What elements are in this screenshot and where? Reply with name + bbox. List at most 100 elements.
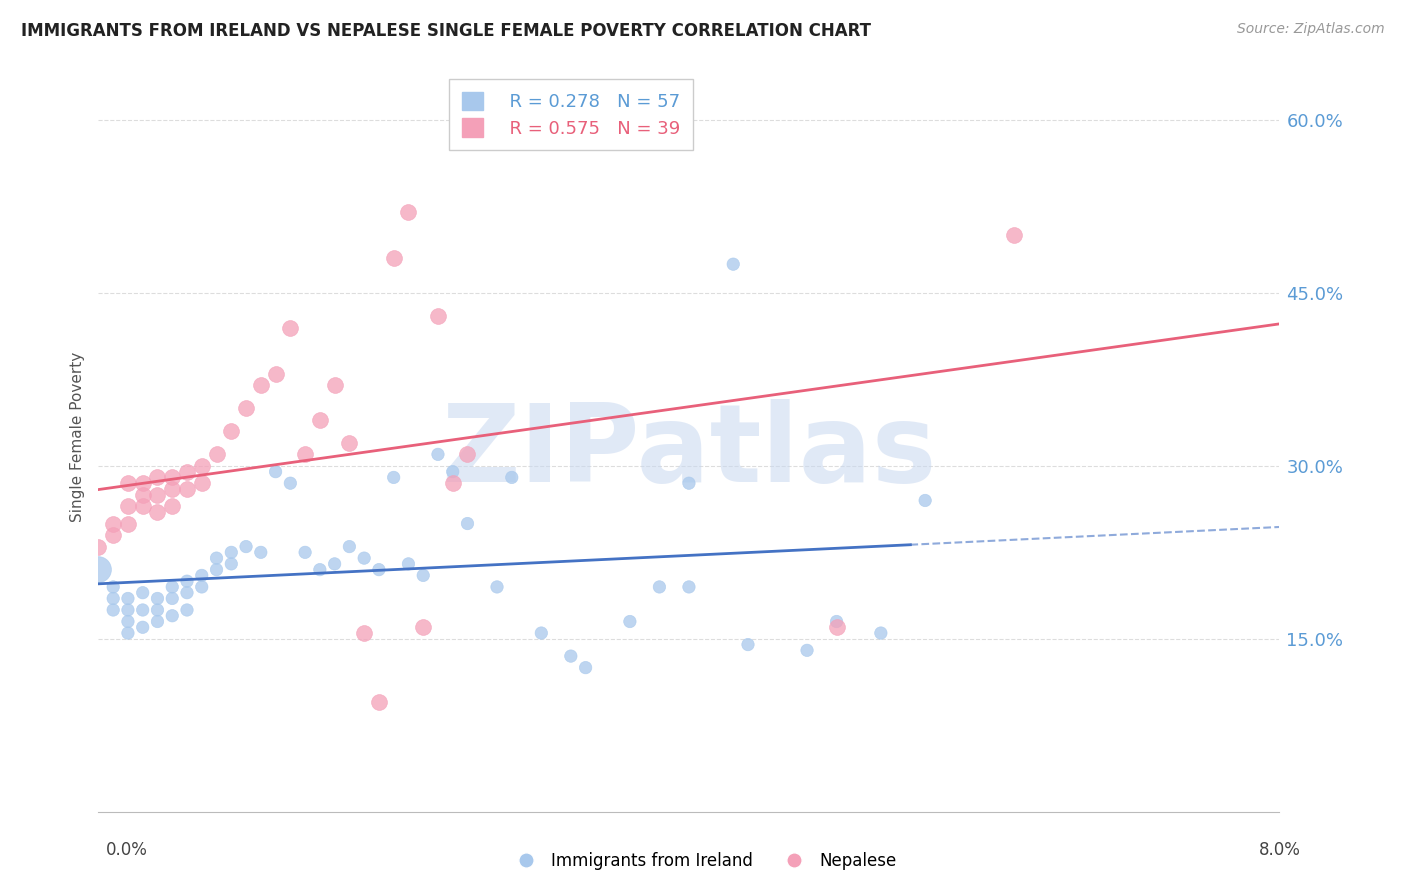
Point	[162, 591, 183, 606]
Point	[368, 563, 391, 577]
Point	[103, 591, 125, 606]
Point	[309, 563, 332, 577]
Point	[221, 545, 243, 559]
Point	[117, 476, 139, 491]
Text: IMMIGRANTS FROM IRELAND VS NEPALESE SINGLE FEMALE POVERTY CORRELATION CHART: IMMIGRANTS FROM IRELAND VS NEPALESE SING…	[21, 22, 872, 40]
Point	[162, 470, 183, 484]
Point	[530, 626, 553, 640]
Point	[221, 557, 243, 571]
Point	[323, 557, 346, 571]
Point	[146, 505, 169, 519]
Point	[412, 620, 434, 634]
Point	[205, 551, 228, 566]
Point	[132, 476, 155, 491]
Point	[103, 603, 125, 617]
Legend:   R = 0.278   N = 57,   R = 0.575   N = 39: R = 0.278 N = 57, R = 0.575 N = 39	[449, 79, 693, 150]
Point	[117, 500, 139, 514]
Y-axis label: Single Female Poverty: Single Female Poverty	[69, 352, 84, 522]
Point	[103, 528, 125, 542]
Point	[221, 425, 243, 439]
Point	[825, 615, 848, 629]
Point	[191, 568, 214, 582]
Point	[146, 591, 169, 606]
Point	[191, 580, 214, 594]
Point	[162, 580, 183, 594]
Point	[280, 476, 302, 491]
Point	[575, 660, 598, 674]
Point	[398, 205, 420, 219]
Point	[796, 643, 818, 657]
Point	[162, 608, 183, 623]
Point	[87, 540, 110, 554]
Point	[205, 563, 228, 577]
Point	[501, 470, 523, 484]
Point	[162, 500, 183, 514]
Point	[117, 516, 139, 531]
Point	[191, 476, 214, 491]
Point	[723, 257, 745, 271]
Point	[678, 580, 700, 594]
Point	[87, 563, 110, 577]
Point	[176, 574, 198, 589]
Point	[176, 482, 198, 496]
Point	[914, 493, 936, 508]
Point	[280, 320, 302, 334]
Point	[457, 516, 479, 531]
Point	[486, 580, 509, 594]
Point	[382, 470, 405, 484]
Point	[339, 540, 361, 554]
Point	[619, 615, 641, 629]
Point	[103, 580, 125, 594]
Point	[353, 626, 375, 640]
Point	[457, 447, 479, 461]
Point	[339, 435, 361, 450]
Point	[191, 458, 214, 473]
Point	[132, 585, 155, 599]
Point	[132, 488, 155, 502]
Point	[870, 626, 893, 640]
Point	[1002, 228, 1025, 243]
Point	[353, 551, 375, 566]
Point	[398, 557, 420, 571]
Point	[412, 568, 434, 582]
Point	[117, 615, 139, 629]
Point	[146, 603, 169, 617]
Point	[294, 545, 316, 559]
Point	[146, 470, 169, 484]
Point	[132, 620, 155, 634]
Point	[132, 500, 155, 514]
Point	[323, 378, 346, 392]
Point	[441, 465, 464, 479]
Point	[264, 367, 287, 381]
Point	[117, 591, 139, 606]
Point	[250, 545, 273, 559]
Point	[250, 378, 273, 392]
Point	[176, 585, 198, 599]
Legend: Immigrants from Ireland, Nepalese: Immigrants from Ireland, Nepalese	[502, 846, 904, 877]
Point	[309, 413, 332, 427]
Point	[176, 603, 198, 617]
Point	[103, 516, 125, 531]
Point	[235, 401, 257, 416]
Point	[205, 447, 228, 461]
Point	[382, 252, 405, 266]
Point	[678, 476, 700, 491]
Point	[235, 540, 257, 554]
Point	[441, 476, 464, 491]
Point	[264, 465, 287, 479]
Point	[368, 695, 391, 709]
Point	[146, 615, 169, 629]
Point	[117, 626, 139, 640]
Point	[117, 603, 139, 617]
Text: Source: ZipAtlas.com: Source: ZipAtlas.com	[1237, 22, 1385, 37]
Text: 0.0%: 0.0%	[105, 840, 148, 858]
Point	[146, 488, 169, 502]
Point	[162, 482, 183, 496]
Point	[132, 603, 155, 617]
Point	[737, 638, 759, 652]
Point	[427, 309, 450, 323]
Point	[176, 465, 198, 479]
Point	[825, 620, 848, 634]
Point	[560, 649, 582, 664]
Text: 8.0%: 8.0%	[1258, 840, 1301, 858]
